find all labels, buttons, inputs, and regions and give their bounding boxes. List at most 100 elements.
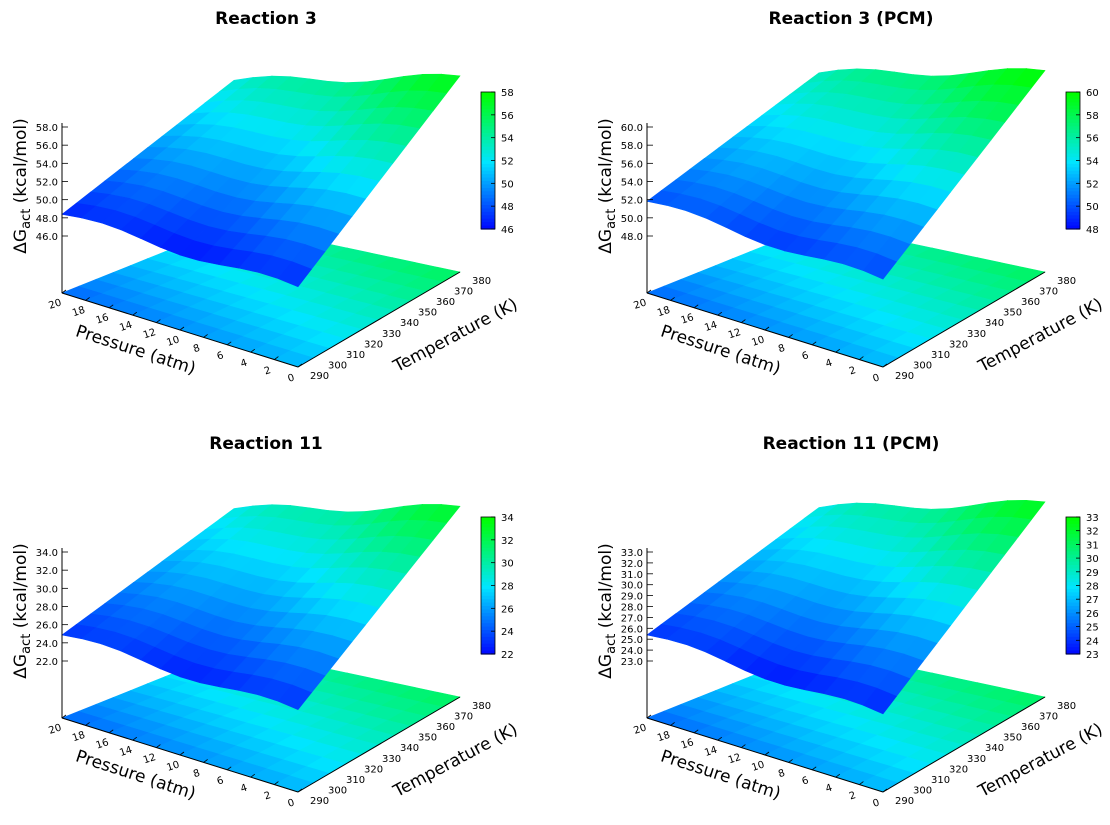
temperature-tick-label: 330 — [382, 754, 401, 765]
colorbar-segment — [1066, 119, 1080, 123]
z-axis-label-unit: (kcal/mol) — [11, 118, 31, 208]
z-axis-label: ΔGact (kcal/mol) — [596, 118, 619, 253]
pressure-tick-label: 2 — [263, 790, 272, 802]
colorbar-segment — [1066, 548, 1080, 552]
colorbar-segment — [481, 551, 495, 555]
pressure-tick-label: 0 — [286, 372, 295, 384]
z-axis-label-sub: act — [604, 209, 619, 229]
colorbar-segment — [481, 174, 495, 178]
colorbar-segment — [481, 633, 495, 637]
chart-panel-4: Reaction 11 (PCM) 20 18 16 14 12 10 8 6 4 2 0 290 300… — [585, 425, 1110, 825]
pressure-tick-label: 8 — [192, 343, 201, 355]
colorbar-segment — [481, 143, 495, 147]
colorbar-segment — [1066, 92, 1080, 96]
colorbar-segment — [1066, 647, 1080, 651]
colorbar-tick-label: 56 — [1086, 134, 1099, 145]
chart-panel-1: Reaction 3 20 18 16 14 12 10 8 6 4 2 0 290 300 310 320 3… — [0, 0, 540, 400]
temperature-tick-label: 290 — [310, 796, 329, 807]
pressure-tick-label: 4 — [239, 783, 248, 795]
temperature-tick-label: 380 — [1057, 276, 1076, 287]
colorbar-segment — [481, 596, 495, 600]
z-tick-label: 28.0 — [621, 603, 643, 614]
temperature-tick-label: 380 — [1057, 701, 1076, 712]
colorbar-segment — [1066, 147, 1080, 151]
colorbar-segment — [1066, 171, 1080, 175]
pressure-tick-label: 6 — [801, 350, 810, 362]
pressure-tick-label: 0 — [286, 797, 295, 809]
temperature-tick-label: 330 — [967, 754, 986, 765]
colorbar-tick-label: 24 — [501, 627, 514, 638]
colorbar-segment — [481, 627, 495, 631]
temperature-tick-label: 300 — [328, 360, 347, 371]
temperature-axis-label: Temperature (K) — [389, 719, 521, 802]
colorbar-segment — [481, 140, 495, 144]
colorbar-segment — [1066, 99, 1080, 103]
colorbar-segment — [1066, 534, 1080, 538]
colorbar-segment — [1066, 106, 1080, 110]
pressure-tick-label: 8 — [192, 768, 201, 780]
colorbar-segment — [481, 531, 495, 535]
colorbar-segment — [481, 150, 495, 154]
pressure-tick-label: 10 — [750, 334, 766, 348]
colorbar-segment — [481, 544, 495, 548]
colorbar-tick-label: 58 — [1086, 111, 1099, 122]
colorbar-segment — [481, 106, 495, 110]
temperature-tick-label: 320 — [364, 339, 383, 350]
colorbar-segment — [1066, 102, 1080, 106]
z-tick-label: 24.0 — [621, 646, 643, 657]
colorbar-segment — [481, 116, 495, 120]
colorbar-segment — [1066, 184, 1080, 188]
colorbar-segment — [1066, 219, 1080, 223]
colorbar-segment — [1066, 551, 1080, 555]
colorbar-segment — [481, 623, 495, 627]
colorbar-segment — [1066, 630, 1080, 634]
pressure-tick-label: 18 — [656, 730, 672, 744]
chart-svg-2: Reaction 3 (PCM)20181614121086420 2903003… — [585, 0, 1110, 400]
colorbar-segment — [481, 599, 495, 603]
z-tick-label: 54.0 — [621, 178, 643, 189]
colorbar-segment — [481, 95, 495, 99]
pressure-tick-label: 2 — [848, 790, 857, 802]
colorbar-segment — [481, 524, 495, 528]
colorbar-segment — [481, 517, 495, 521]
colorbar-segment — [1066, 150, 1080, 154]
colorbar-segment — [481, 154, 495, 158]
colorbar-tick-label: 52 — [1086, 179, 1099, 190]
colorbar-segment — [481, 205, 495, 209]
colorbar-segment — [481, 222, 495, 226]
temperature-tick-label: 330 — [382, 329, 401, 340]
colorbar-tick-label: 31 — [1086, 540, 1099, 551]
z-tick-label: 26.0 — [621, 624, 643, 635]
colorbar-segment — [481, 102, 495, 106]
colorbar-segment — [481, 568, 495, 572]
z-tick-label: 33.0 — [621, 548, 643, 559]
colorbar-segment — [481, 603, 495, 607]
colorbar-tick-label: 48 — [1086, 225, 1099, 236]
colorbar-segment — [481, 562, 495, 566]
z-axis-label: ΔGact (kcal/mol) — [11, 118, 34, 253]
colorbar-segment — [1066, 524, 1080, 528]
colorbar-segment — [1066, 143, 1080, 147]
colorbar-segment — [1066, 544, 1080, 548]
temperature-tick-label: 310 — [346, 350, 365, 361]
pressure-tick-label: 0 — [871, 797, 880, 809]
temperature-axis-label: Temperature (K) — [974, 719, 1106, 802]
colorbar-segment — [481, 184, 495, 188]
temperature-tick-label: 340 — [985, 318, 1004, 329]
z-tick-label: 28.0 — [36, 603, 58, 614]
colorbar-segment — [1066, 558, 1080, 562]
z-tick-label: 29.0 — [621, 592, 643, 603]
pressure-tick-label: 16 — [680, 312, 696, 326]
colorbar-segment — [481, 640, 495, 644]
temperature-tick-label: 360 — [436, 722, 455, 733]
temperature-tick-label: 350 — [418, 308, 437, 319]
colorbar-segment — [481, 520, 495, 524]
colorbar-segment — [481, 609, 495, 613]
temperature-tick-label: 340 — [400, 743, 419, 754]
colorbar-tick-label: 50 — [501, 179, 514, 190]
z-tick-label: 56.0 — [621, 159, 643, 170]
temperature-tick-label: 290 — [895, 371, 914, 382]
z-tick-label: 52.0 — [621, 196, 643, 207]
colorbar-segment — [1066, 538, 1080, 542]
